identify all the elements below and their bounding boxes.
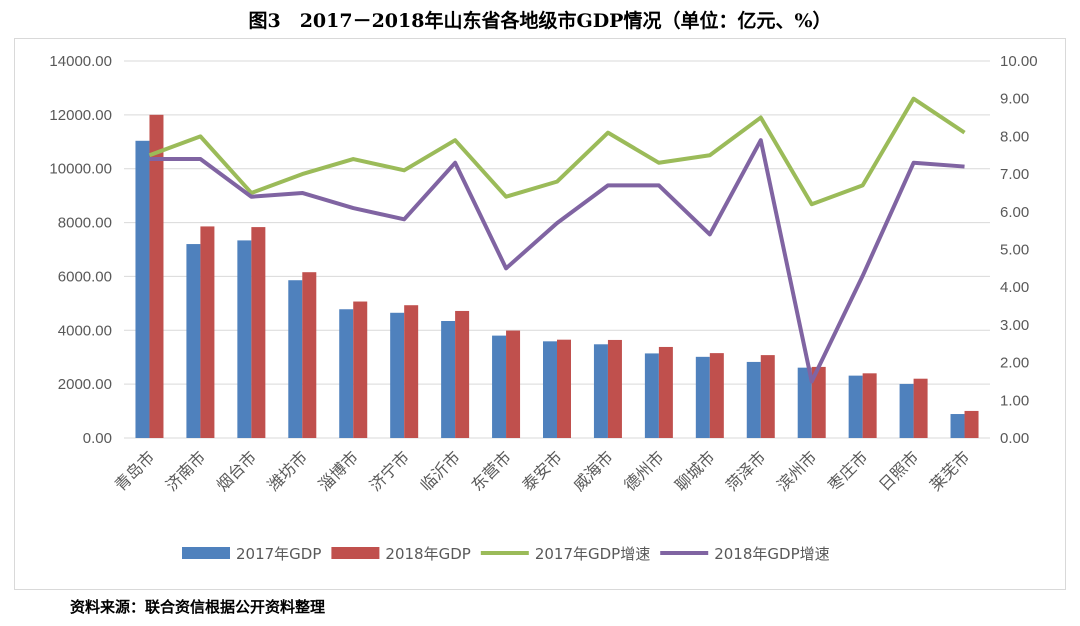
legend-label: 2017年GDP	[236, 545, 321, 563]
x-tick: 烟台市	[213, 447, 260, 494]
bar-2017年GDP	[797, 367, 812, 438]
bar-2018年GDP	[353, 301, 368, 438]
bar-2018年GDP	[964, 410, 979, 438]
y-left-tick: 4000.00	[58, 322, 112, 339]
y-left-tick: 6000.00	[58, 268, 112, 285]
bar-2018年GDP	[760, 355, 775, 438]
bar-2018年GDP	[200, 226, 215, 438]
y-right-tick: 7.00	[1000, 166, 1029, 183]
legend-label: 2018年GDP	[385, 545, 470, 563]
bar-2017年GDP	[441, 320, 456, 438]
bar-2017年GDP	[492, 335, 507, 438]
y-left-tick: 14000.00	[49, 53, 112, 70]
x-tick: 德州市	[620, 447, 667, 494]
x-tick: 莱芜市	[926, 447, 973, 494]
x-tick: 泰安市	[518, 447, 565, 494]
x-tick: 滨州市	[773, 447, 820, 494]
source-note: 资料来源：联合资信根据公开资料整理	[70, 598, 326, 616]
y-right-tick: 8.00	[1000, 128, 1029, 145]
y-right-tick: 2.00	[1000, 355, 1029, 372]
x-tick: 威海市	[569, 447, 616, 494]
bar-2018年GDP	[404, 305, 419, 438]
bar-2017年GDP	[746, 361, 761, 438]
bar-2018年GDP	[149, 114, 164, 438]
y-right-tick: 1.00	[1000, 392, 1029, 409]
y-right-tick: 10.00	[1000, 53, 1038, 70]
y-left-tick: 2000.00	[58, 376, 112, 393]
bar-2017年GDP	[950, 414, 965, 438]
y-right-tick: 0.00	[1000, 430, 1029, 447]
bar-2017年GDP	[339, 309, 354, 438]
x-tick: 潍坊市	[264, 447, 311, 494]
x-tick: 日照市	[875, 447, 922, 494]
line-2018年GDP增速	[149, 138, 965, 384]
x-tick: 枣庄市	[824, 447, 871, 494]
x-tick: 济南市	[162, 447, 209, 494]
bar-2017年GDP	[390, 312, 405, 438]
bar-2018年GDP	[251, 227, 266, 438]
bar-2018年GDP	[811, 366, 826, 438]
x-tick: 济宁市	[366, 447, 413, 494]
chart-frame	[14, 38, 1066, 590]
bar-2017年GDP	[543, 341, 557, 438]
x-tick: 临沂市	[417, 447, 464, 494]
chart-title: 图3 2017－2018年山东省各地级市GDP情况（单位：亿元、%）	[248, 10, 832, 32]
x-tick: 菏泽市	[722, 447, 769, 494]
y-right-tick: 9.00	[1000, 91, 1029, 108]
x-tick: 东营市	[468, 447, 515, 494]
bar-2018年GDP	[506, 330, 521, 438]
y-left-tick: 12000.00	[49, 107, 112, 124]
x-tick: 聊城市	[671, 447, 718, 494]
bar-2018年GDP	[557, 339, 571, 438]
bar-2017年GDP	[237, 240, 252, 438]
bar-2018年GDP	[455, 310, 470, 438]
bar-2018年GDP	[658, 346, 673, 438]
y-left-tick: 0.00	[83, 430, 112, 447]
bar-2017年GDP	[695, 356, 710, 438]
bar-2017年GDP	[593, 344, 608, 438]
bar-2017年GDP	[848, 375, 863, 438]
y-right-tick: 6.00	[1000, 204, 1029, 221]
bar-2018年GDP	[862, 373, 877, 438]
x-tick: 青岛市	[111, 447, 158, 494]
y-left-tick: 10000.00	[49, 161, 112, 178]
bar-2017年GDP	[186, 244, 201, 438]
bar-2017年GDP	[899, 383, 914, 438]
bar-2017年GDP	[288, 280, 303, 438]
y-right-tick: 5.00	[1000, 242, 1029, 259]
legend-swatch	[331, 547, 380, 559]
bar-2018年GDP	[607, 339, 622, 438]
legend-label: 2018年GDP增速	[714, 545, 829, 563]
legend-swatch	[182, 547, 230, 559]
bar-2018年GDP	[913, 378, 928, 438]
y-right-tick: 4.00	[1000, 279, 1029, 296]
bar-2017年GDP	[135, 140, 150, 438]
y-left-tick: 8000.00	[58, 215, 112, 232]
x-tick: 淄博市	[315, 447, 362, 494]
legend-label: 2017年GDP增速	[535, 545, 650, 563]
y-right-tick: 3.00	[1000, 317, 1029, 334]
bar-2018年GDP	[302, 272, 317, 438]
bar-2017年GDP	[644, 353, 659, 438]
line-2017年GDP增速	[148, 96, 966, 207]
bar-2018年GDP	[709, 353, 724, 438]
